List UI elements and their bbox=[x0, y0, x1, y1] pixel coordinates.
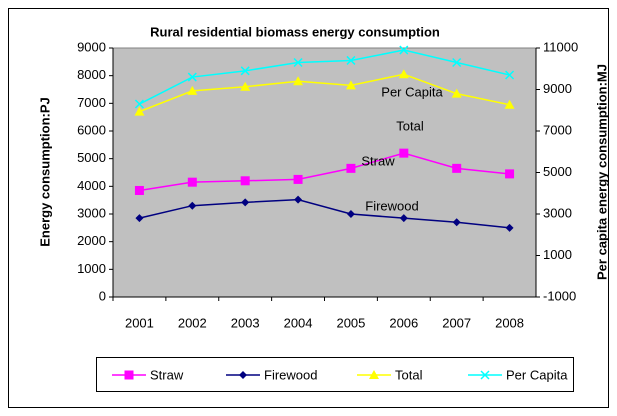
y2-tick-label: 3000 bbox=[543, 205, 572, 220]
series-line bbox=[139, 49, 510, 105]
marker bbox=[134, 99, 144, 109]
marker bbox=[399, 214, 408, 223]
annotation: Total bbox=[396, 118, 424, 133]
marker bbox=[452, 218, 461, 227]
y-tick-label: 0 bbox=[99, 288, 106, 303]
y2-axis-title: Per capita energy consumption:MJ bbox=[594, 64, 609, 280]
marker bbox=[399, 45, 409, 55]
marker bbox=[240, 66, 250, 76]
marker bbox=[240, 176, 250, 186]
marker bbox=[134, 106, 145, 116]
x-tick-label: 2003 bbox=[231, 315, 260, 330]
y2-tick-label: 5000 bbox=[543, 164, 572, 179]
marker bbox=[505, 223, 514, 232]
series-line bbox=[139, 152, 510, 192]
marker bbox=[504, 99, 515, 109]
marker bbox=[293, 174, 303, 184]
legend-label: Firewood bbox=[264, 367, 317, 382]
marker bbox=[345, 80, 356, 90]
marker bbox=[452, 163, 462, 173]
y-tick-label: 2000 bbox=[77, 233, 106, 248]
marker bbox=[451, 88, 462, 98]
y-tick-label: 4000 bbox=[77, 178, 106, 193]
x-tick-label: 2001 bbox=[125, 315, 154, 330]
annotation: Straw bbox=[361, 153, 395, 168]
marker bbox=[346, 163, 356, 173]
marker bbox=[187, 177, 197, 187]
marker bbox=[239, 371, 247, 379]
marker bbox=[369, 370, 379, 379]
x-tick-label: 2008 bbox=[495, 315, 524, 330]
y-tick-label: 6000 bbox=[77, 122, 106, 137]
marker bbox=[452, 57, 462, 68]
marker bbox=[241, 198, 250, 207]
marker bbox=[293, 57, 303, 68]
marker bbox=[480, 370, 490, 380]
marker bbox=[135, 214, 144, 223]
marker bbox=[124, 370, 134, 380]
x-tick-label: 2005 bbox=[336, 315, 365, 330]
y-tick-label: 5000 bbox=[77, 150, 106, 165]
x-tick-label: 2004 bbox=[284, 315, 313, 330]
marker bbox=[398, 69, 409, 79]
y2-tick-label: 9000 bbox=[543, 81, 572, 96]
y-tick-label: 8000 bbox=[77, 67, 106, 82]
y2-tick-label: -1000 bbox=[543, 288, 576, 303]
marker bbox=[505, 70, 515, 80]
x-tick-label: 2007 bbox=[442, 315, 471, 330]
chart-title: Rural residential biomass energy consump… bbox=[150, 24, 440, 39]
marker bbox=[346, 210, 355, 218]
marker bbox=[346, 55, 356, 65]
plot-area bbox=[112, 47, 537, 298]
legend-label: Per Capita bbox=[506, 367, 568, 382]
y2-tick-label: 7000 bbox=[543, 122, 572, 137]
y-axis-title: Energy consumption:PJ bbox=[37, 97, 52, 247]
legend-label: Straw bbox=[150, 367, 184, 382]
y-tick-label: 9000 bbox=[77, 39, 106, 54]
annotation: Firewood bbox=[365, 198, 418, 213]
y-tick-label: 7000 bbox=[77, 95, 106, 110]
marker bbox=[240, 81, 251, 91]
annotation: Per Capita bbox=[381, 84, 443, 99]
marker bbox=[187, 72, 197, 82]
x-tick-label: 2006 bbox=[389, 315, 418, 330]
y2-tick-label: 1000 bbox=[543, 247, 572, 262]
marker bbox=[294, 195, 303, 204]
marker bbox=[293, 76, 304, 86]
y-tick-label: 1000 bbox=[77, 261, 106, 276]
series-line bbox=[139, 73, 510, 113]
legend-label: Total bbox=[395, 367, 423, 382]
marker bbox=[188, 201, 197, 210]
marker bbox=[187, 85, 198, 95]
x-tick-label: 2002 bbox=[178, 315, 207, 330]
marker bbox=[505, 169, 515, 179]
series-line bbox=[139, 198, 510, 229]
y2-tick-label: 11000 bbox=[543, 39, 578, 54]
y-tick-label: 3000 bbox=[77, 205, 106, 220]
marker bbox=[134, 185, 144, 195]
marker bbox=[399, 148, 409, 158]
